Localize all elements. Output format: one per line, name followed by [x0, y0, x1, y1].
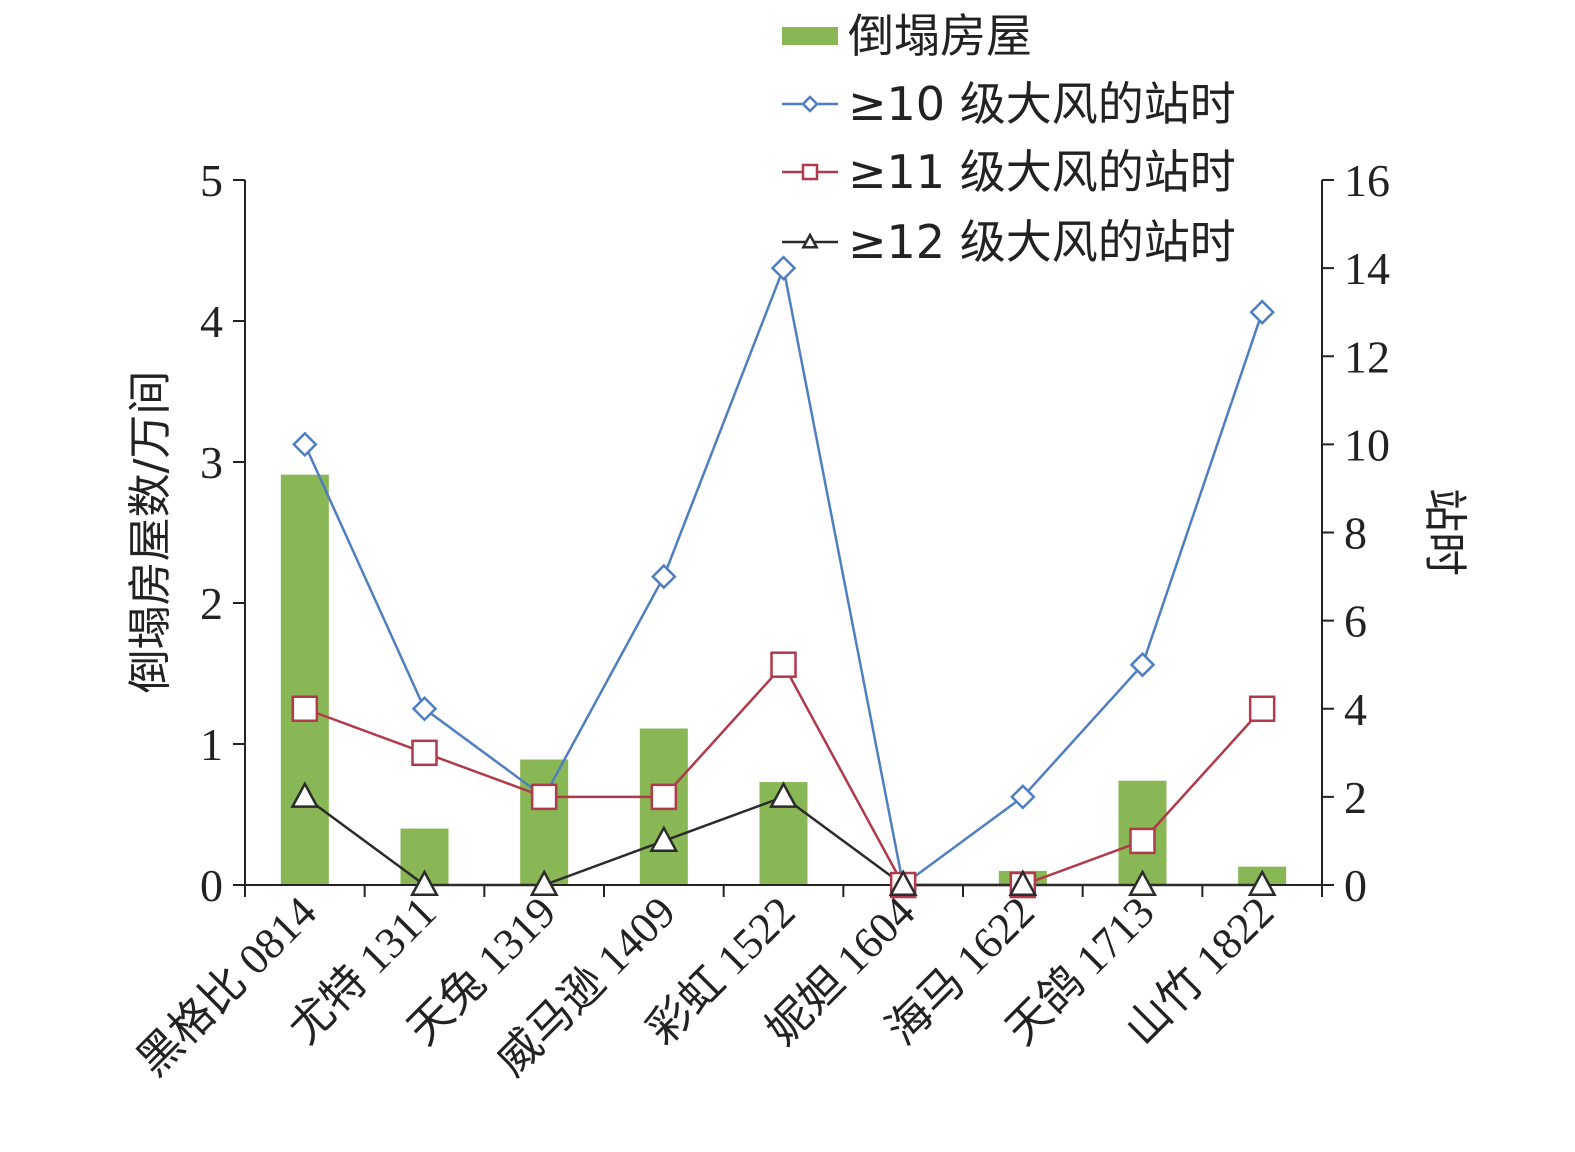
- series-1-point-0: [291, 695, 319, 722]
- legend-swatch-bar: [782, 27, 838, 45]
- y-right-tick-label-4: 8: [1344, 508, 1367, 559]
- legend: 倒塌房屋 ≥10 级大风的站时 ≥11 级大风的站时 ≥12 级大风的站时: [782, 9, 1236, 269]
- series-2-point-8: [1247, 869, 1277, 896]
- series-0-point-1: [411, 695, 438, 722]
- series-0-point-3: [651, 563, 677, 590]
- series-0-point-0: [292, 431, 318, 458]
- legend-label-1: ≥11 级大风的站时: [848, 145, 1236, 199]
- y-right-tick-label-8: 16: [1344, 155, 1390, 206]
- y-right-tick-label-0: 0: [1344, 860, 1367, 911]
- y-right-tick-label-6: 12: [1344, 331, 1390, 382]
- legend-marker-2: [801, 232, 819, 249]
- series-1-point-8: [1248, 695, 1276, 722]
- bar-layer: [280, 474, 1287, 885]
- y-left-tick-label-1: 1: [200, 719, 223, 770]
- series-0-point-4: [770, 255, 797, 281]
- line-layer: [290, 255, 1277, 899]
- series-2-point-0: [290, 781, 320, 808]
- y-right-tick-label-5: 10: [1344, 419, 1390, 470]
- series-0-point-8: [1249, 299, 1275, 325]
- series-2-point-3: [649, 825, 679, 852]
- series-0-point-6: [1010, 784, 1036, 810]
- y-left-tick-label-3: 3: [200, 437, 223, 488]
- y-left-tick-label-5: 5: [200, 155, 223, 206]
- bar-2: [520, 759, 569, 885]
- series-1-point-3: [650, 783, 678, 811]
- series-2-point-4: [769, 781, 798, 808]
- bar-0: [280, 474, 329, 885]
- series-2-point-1: [410, 869, 439, 896]
- y-axis-right-title: 站时: [1419, 488, 1470, 576]
- legend-label-0: ≥10 级大风的站时: [848, 77, 1236, 131]
- y-left-tick-label-4: 4: [200, 296, 223, 347]
- series-0-point-7: [1129, 651, 1156, 678]
- series-2-point-6: [1008, 869, 1038, 896]
- legend-label-2: ≥12 级大风的站时: [848, 215, 1236, 269]
- legend-marker-1: [801, 163, 819, 181]
- y-right-tick-label-1: 2: [1344, 772, 1367, 823]
- series-2-point-2: [529, 869, 559, 896]
- y-left-tick-label-2: 2: [200, 578, 223, 629]
- y-left-tick-label-0: 0: [200, 860, 223, 911]
- y-right-tick-label-3: 6: [1344, 596, 1367, 647]
- series-1-point-1: [411, 739, 438, 767]
- legend-marker-0: [801, 95, 819, 113]
- series-2-point-7: [1128, 869, 1157, 896]
- legend-label-bar: 倒塌房屋: [848, 9, 1032, 63]
- x-category-label-0: 黑格比 0814: [128, 887, 326, 1085]
- y-axis-left-title: 倒塌房屋数/万间: [125, 371, 176, 694]
- series-1-point-2: [530, 783, 558, 811]
- series-1-point-4: [770, 651, 797, 678]
- series-1-point-7: [1129, 827, 1156, 855]
- y-right-tick-label-2: 4: [1344, 684, 1367, 735]
- y-right-tick-label-7: 14: [1344, 243, 1390, 294]
- series-2-point-5: [888, 869, 918, 896]
